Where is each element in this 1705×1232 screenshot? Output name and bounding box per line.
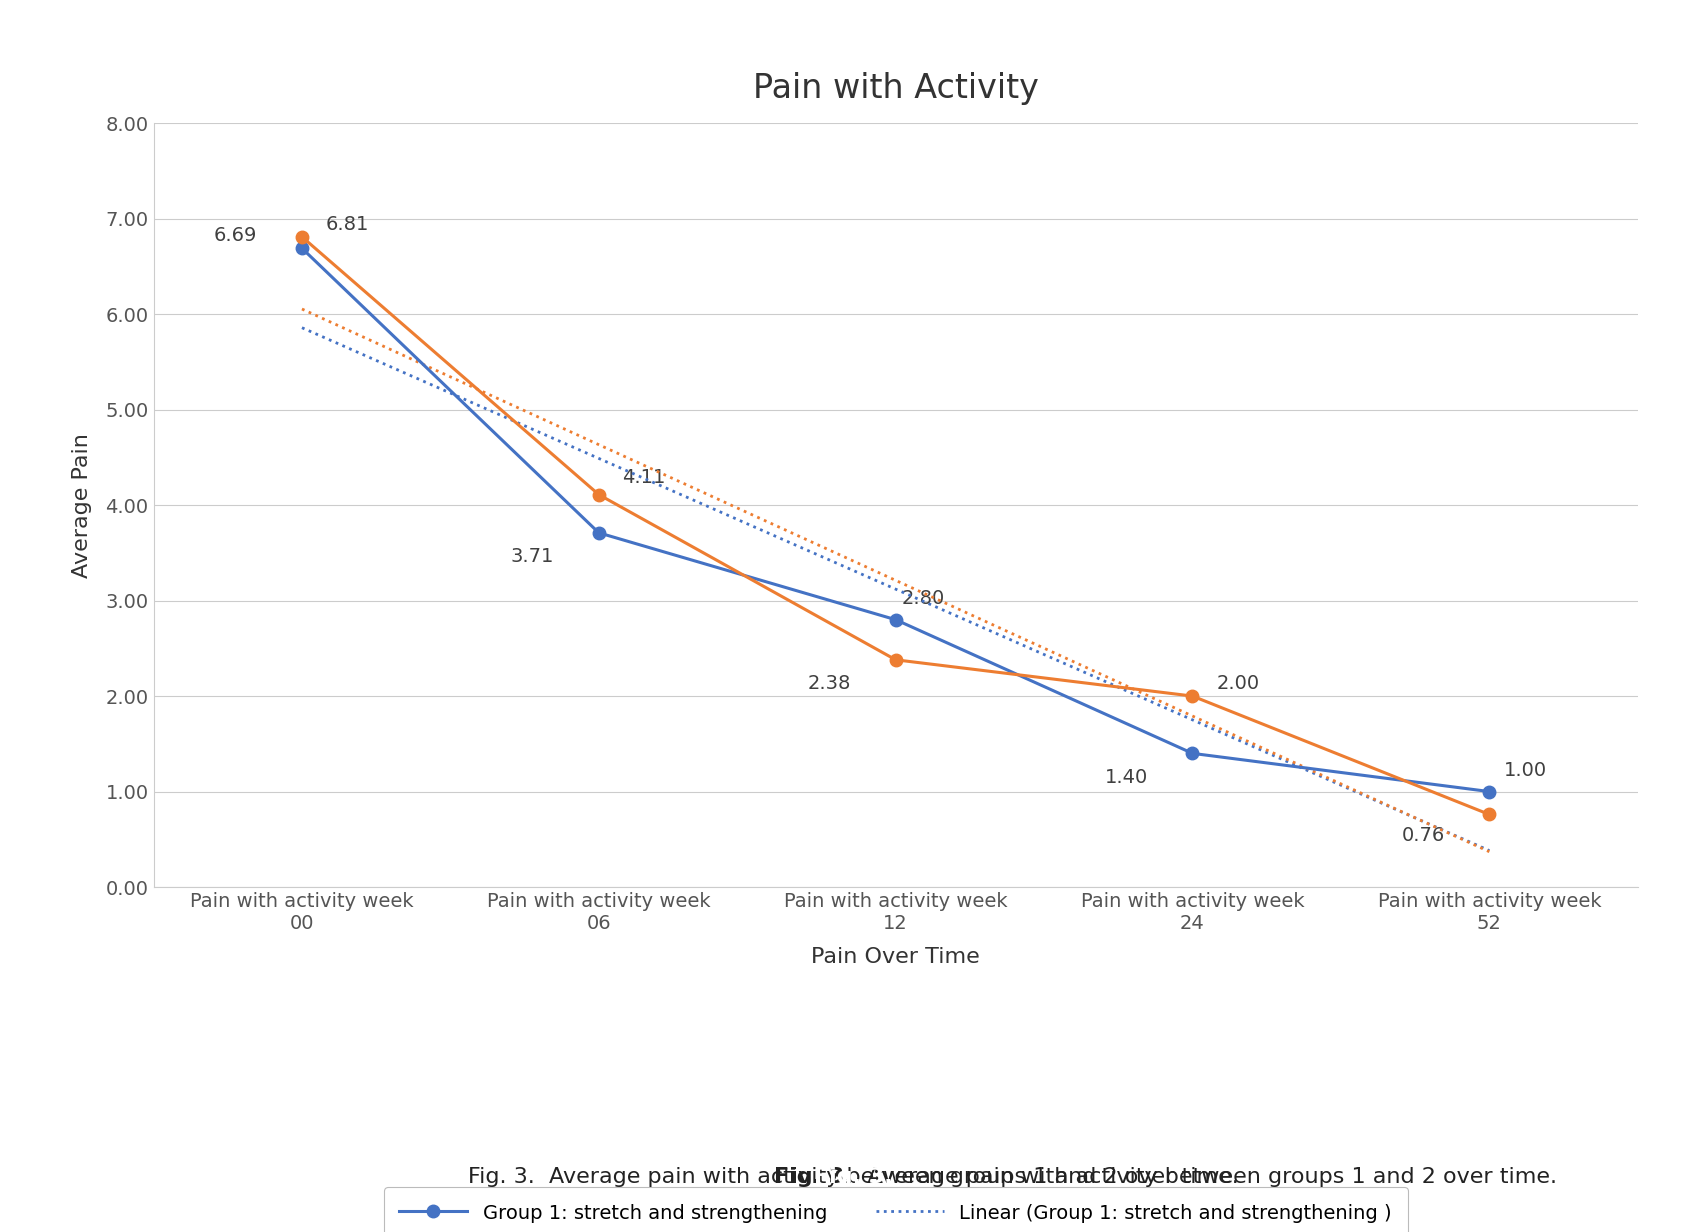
- Group 2:stretch only: [588, 487, 609, 501]
- Text: 3.71: 3.71: [510, 547, 554, 567]
- Legend: Group 1: stretch and strengthening, Group 2:stretch only, Linear (Group 1: stret: Group 1: stretch and strengthening, Grou…: [384, 1186, 1407, 1232]
- Group 2:stretch only: [885, 653, 905, 668]
- Linear (Group 2:stretch only ): [1367, 793, 1388, 808]
- Linear (Group 2:stretch only ): [1478, 844, 1499, 859]
- Text: Fig. 3.: Fig. 3.: [813, 1167, 892, 1186]
- Line: Group 1: stretch and strengthening: Group 1: stretch and strengthening: [295, 241, 1495, 798]
- Linear (Group 1: stretch and strengthening ): (0, 5.86): stretch and strengthening ): (0, 5.86): [292, 320, 312, 335]
- Text: 1.40: 1.40: [1105, 768, 1147, 787]
- Group 1: stretch and strengthening: (1, 3.71): stretch and strengthening: (1, 3.71): [588, 525, 609, 540]
- Text: 2.00: 2.00: [1216, 674, 1258, 694]
- Text: 4.11: 4.11: [622, 468, 665, 487]
- Linear (Group 1: stretch and strengthening ): (3.63, 0.895): stretch and strengthening ): (3.63, 0.89…: [1367, 795, 1388, 809]
- Linear (Group 2:stretch only ): [1292, 759, 1313, 774]
- Linear (Group 1: stretch and strengthening ): (2.38, 2.6): stretch and strengthening ): (2.38, 2.6): [997, 632, 1018, 647]
- Group 1: stretch and strengthening: (3, 1.4): stretch and strengthening: (3, 1.4): [1182, 745, 1202, 760]
- Line: Group 2:stretch only: Group 2:stretch only: [295, 230, 1495, 821]
- Linear (Group 1: stretch and strengthening ): (3.37, 1.24): stretch and strengthening ): (3.37, 1.24…: [1292, 761, 1313, 776]
- Group 2:stretch only: [1182, 689, 1202, 703]
- Linear (Group 2:stretch only ): [994, 623, 1014, 638]
- Linear (Group 1: stretch and strengthening ): (2.45, 2.51): stretch and strengthening ): (2.45, 2.51…: [1018, 641, 1038, 655]
- Linear (Group 2:stretch only ): [295, 303, 315, 318]
- Group 1: stretch and strengthening: (0, 6.69): stretch and strengthening: (0, 6.69): [292, 241, 312, 256]
- Text: Average pain with activity between groups 1 and 2 over time.: Average pain with activity between group…: [852, 1167, 1557, 1186]
- X-axis label: Pain Over Time: Pain Over Time: [812, 946, 979, 967]
- Text: 2.80: 2.80: [900, 589, 945, 609]
- Linear (Group 2:stretch only ): [997, 625, 1018, 639]
- Linear (Group 1: stretch and strengthening ): (0.0134, 5.84): stretch and strengthening ): (0.0134, 5.…: [295, 322, 315, 336]
- Y-axis label: Average Pain: Average Pain: [72, 432, 92, 578]
- Text: Fig. 3.  Average pain with activity between groups 1 and 2 over time.: Fig. 3. Average pain with activity betwe…: [467, 1167, 1238, 1186]
- Group 1: stretch and strengthening: (4, 1): stretch and strengthening: (4, 1): [1478, 784, 1499, 798]
- Linear (Group 1: stretch and strengthening ): (4, 0.382): stretch and strengthening ): (4, 0.382): [1478, 843, 1499, 857]
- Text: 2.38: 2.38: [806, 674, 851, 694]
- Group 1: stretch and strengthening: (2, 2.8): stretch and strengthening: (2, 2.8): [885, 612, 905, 627]
- Text: 1.00: 1.00: [1504, 761, 1546, 780]
- Text: 6.69: 6.69: [213, 227, 257, 245]
- Text: Fig. 3.: Fig. 3.: [774, 1167, 852, 1186]
- Group 2:stretch only: [1478, 807, 1499, 822]
- Linear (Group 1: stretch and strengthening ): (2.37, 2.62): stretch and strengthening ): (2.37, 2.62…: [994, 630, 1014, 644]
- Line: Linear (Group 2:stretch only ): Linear (Group 2:stretch only ): [302, 309, 1488, 851]
- Linear (Group 2:stretch only ): [1018, 633, 1038, 648]
- Group 2:stretch only: [292, 229, 312, 244]
- Title: Pain with Activity: Pain with Activity: [752, 73, 1038, 105]
- Linear (Group 2:stretch only ): [292, 302, 312, 317]
- Line: Linear (Group 1: stretch and strengthening ): Linear (Group 1: stretch and strengtheni…: [302, 328, 1488, 850]
- Text: 6.81: 6.81: [326, 214, 368, 234]
- Text: 0.76: 0.76: [1402, 825, 1444, 845]
